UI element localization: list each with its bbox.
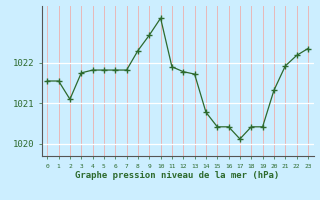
X-axis label: Graphe pression niveau de la mer (hPa): Graphe pression niveau de la mer (hPa): [76, 171, 280, 180]
